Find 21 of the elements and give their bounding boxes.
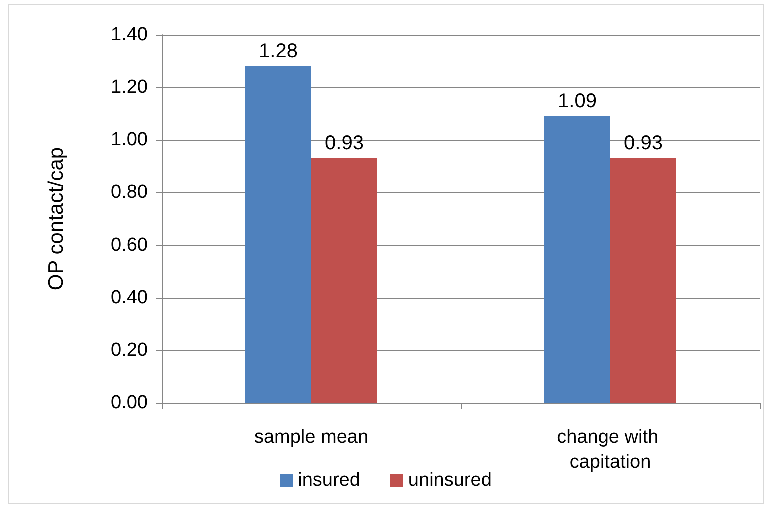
x-tick-label: sample mean bbox=[254, 427, 369, 448]
legend-label: insured bbox=[298, 470, 360, 491]
y-tick-label: 1.20 bbox=[111, 77, 148, 98]
y-tick-label: 0.80 bbox=[111, 182, 148, 204]
bar bbox=[246, 66, 312, 403]
y-tick-label: 0.20 bbox=[111, 340, 148, 361]
y-tick-label: 1.40 bbox=[111, 24, 148, 46]
y-tick-label: 0.00 bbox=[111, 392, 148, 414]
bar bbox=[312, 158, 378, 403]
bar bbox=[544, 116, 610, 403]
y-tick-label: 0.40 bbox=[111, 287, 148, 308]
x-tick-label: change with capitation bbox=[557, 427, 664, 473]
y-tick-label: 0.60 bbox=[111, 234, 148, 256]
y-axis-title: OP contact/cap bbox=[45, 147, 68, 291]
data-label: 1.09 bbox=[558, 90, 597, 112]
y-tick-label: 1.00 bbox=[111, 130, 148, 151]
data-label: 0.93 bbox=[624, 132, 663, 155]
data-label: 0.93 bbox=[325, 132, 364, 155]
legend-label: uninsured bbox=[408, 470, 492, 491]
data-label: 1.28 bbox=[259, 40, 298, 63]
bar bbox=[610, 158, 676, 403]
